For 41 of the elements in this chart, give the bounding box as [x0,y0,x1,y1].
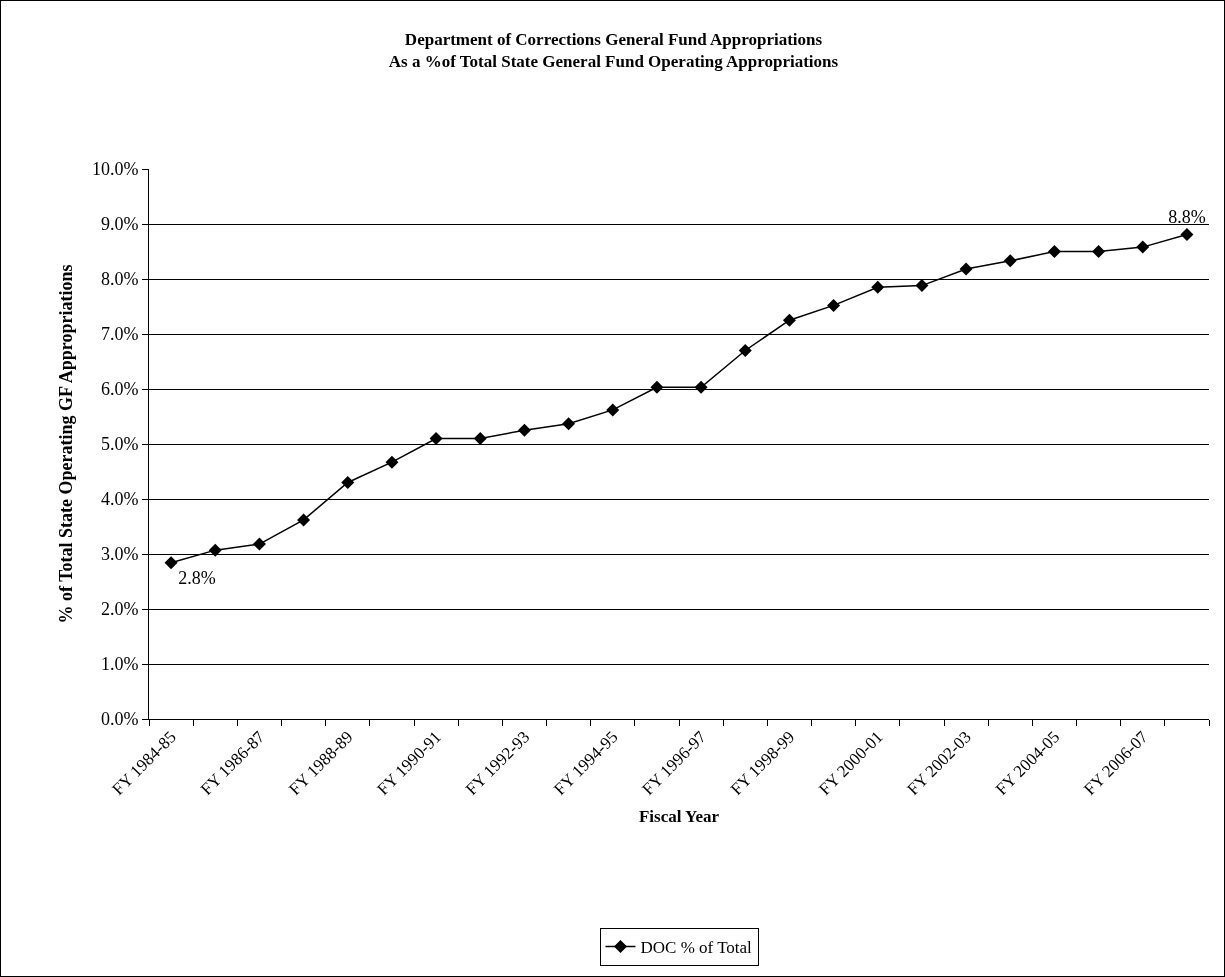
point [738,344,752,357]
chart-title: Department of Corrections General Fund Appropriations As a %of Total State General Fund Operating Appropriations [388,29,839,72]
y-tick-label: 5.0% [100,434,139,455]
y-tick-label: 7.0% [100,324,139,345]
y-tick-label: 9.0% [100,214,139,235]
point [1180,227,1194,241]
point [1003,254,1017,268]
legend-label: DOC % of Total [640,938,753,958]
x-axis-title: Fiscal Year [638,807,720,827]
point [1092,245,1106,258]
point [385,455,399,469]
point [341,476,355,489]
point [915,279,929,293]
point [650,380,664,394]
y-tick-label: 0.0% [100,709,139,730]
data-label: 2.8% [178,567,216,588]
point [297,513,311,527]
point [1047,245,1061,258]
point [871,280,885,294]
y-tick-label: 1.0% [100,654,139,675]
point [517,423,531,437]
point [827,298,841,312]
point [252,537,266,551]
data-label: 8.8% [1168,206,1206,227]
point [1136,240,1150,254]
point [562,417,576,431]
y-tick-label: 8.0% [100,269,139,290]
point [208,543,222,557]
y-tick-label: 4.0% [100,489,139,510]
point [429,432,443,445]
y-tick-label: 2.0% [100,599,139,620]
y-tick-label: 6.0% [100,379,139,400]
point [606,403,620,417]
y-tick-label: 3.0% [100,544,139,565]
y-tick-label: 10.0% [91,159,139,180]
point [782,313,796,327]
point [959,262,973,276]
point [694,380,708,394]
point [164,556,178,570]
point [473,432,487,445]
y-axis-title: % of Total State Operating GF Appropriations [56,264,77,624]
